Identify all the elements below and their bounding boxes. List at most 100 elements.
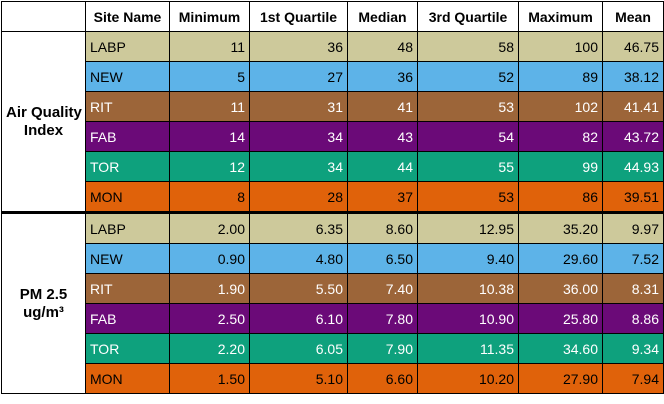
mean-cell: 8.31 <box>602 273 664 304</box>
table-row: NEW 5 27 36 52 89 38.12 <box>2 61 664 92</box>
site-name-cell: LABP <box>85 31 170 62</box>
minimum-cell: 1.50 <box>169 363 250 394</box>
table-row: MON 1.50 5.10 6.60 10.20 27.90 7.94 <box>2 363 664 394</box>
minimum-cell: 8 <box>169 181 250 213</box>
site-name-cell: RIT <box>85 273 170 304</box>
maximum-cell: 27.90 <box>518 363 603 394</box>
q3-cell: 10.90 <box>417 303 519 334</box>
mean-cell: 46.75 <box>602 31 664 62</box>
maximum-cell: 34.60 <box>518 333 603 364</box>
table-row: FAB 2.50 6.10 7.80 10.90 25.80 8.86 <box>2 303 664 334</box>
mean-cell: 8.86 <box>602 303 664 334</box>
mean-cell: 38.12 <box>602 61 664 92</box>
q3-cell: 55 <box>417 151 519 182</box>
median-cell: 43 <box>347 121 418 152</box>
mean-cell: 43.72 <box>602 121 664 152</box>
group-label-line: PM 2.5 <box>19 285 68 303</box>
median-cell: 7.90 <box>347 333 418 364</box>
q1-cell: 36 <box>249 31 348 62</box>
q1-cell: 31 <box>249 91 348 122</box>
median-cell: 7.80 <box>347 303 418 334</box>
maximum-cell: 25.80 <box>518 303 603 334</box>
q1-cell: 6.05 <box>249 333 348 364</box>
median-cell: 8.60 <box>347 211 418 244</box>
maximum-cell: 86 <box>518 181 603 213</box>
median-cell: 6.50 <box>347 243 418 274</box>
statistics-table: Site Name Minimum 1st Quartile Median 3r… <box>1 1 664 394</box>
q3-cell: 54 <box>417 121 519 152</box>
minimum-cell: 1.90 <box>169 273 250 304</box>
group-label-line: Index <box>23 121 64 139</box>
maximum-cell: 82 <box>518 121 603 152</box>
maximum-cell: 35.20 <box>518 211 603 244</box>
site-name-cell: FAB <box>85 303 170 334</box>
table-row: NEW 0.90 4.80 6.50 9.40 29.60 7.52 <box>2 243 664 274</box>
header-row: Site Name Minimum 1st Quartile Median 3r… <box>1 1 664 32</box>
minimum-cell: 5 <box>169 61 250 92</box>
table-row: FAB 14 34 43 54 82 43.72 <box>2 121 664 152</box>
header-1st-quartile: 1st Quartile <box>249 1 348 32</box>
q1-cell: 5.50 <box>249 273 348 304</box>
q1-cell: 27 <box>249 61 348 92</box>
minimum-cell: 2.20 <box>169 333 250 364</box>
maximum-cell: 29.60 <box>518 243 603 274</box>
q3-cell: 9.40 <box>417 243 519 274</box>
median-cell: 37 <box>347 181 418 213</box>
table-row: RIT 1.90 5.50 7.40 10.38 36.00 8.31 <box>2 273 664 304</box>
group-label: PM 2.5 ug/m³ <box>1 211 86 394</box>
minimum-cell: 2.00 <box>169 211 250 244</box>
q3-cell: 52 <box>417 61 519 92</box>
median-cell: 6.60 <box>347 363 418 394</box>
header-median: Median <box>347 1 418 32</box>
table-row: PM 2.5 ug/m³ LABP 2.00 6.35 8.60 12.95 35.20 9.9… <box>1 211 664 394</box>
minimum-cell: 12 <box>169 151 250 182</box>
header-mean: Mean <box>602 1 664 32</box>
q1-cell: 6.10 <box>249 303 348 334</box>
median-cell: 36 <box>347 61 418 92</box>
header-3rd-quartile: 3rd Quartile <box>417 1 519 32</box>
mean-cell: 9.34 <box>602 333 664 364</box>
q1-cell: 34 <box>249 151 348 182</box>
minimum-cell: 0.90 <box>169 243 250 274</box>
q3-cell: 53 <box>417 181 519 213</box>
q1-cell: 34 <box>249 121 348 152</box>
mean-cell: 7.52 <box>602 243 664 274</box>
median-cell: 44 <box>347 151 418 182</box>
maximum-cell: 99 <box>518 151 603 182</box>
q1-cell: 6.35 <box>249 211 348 244</box>
header-maximum: Maximum <box>518 1 603 32</box>
q1-cell: 5.10 <box>249 363 348 394</box>
site-name-cell: TOR <box>85 333 170 364</box>
minimum-cell: 11 <box>169 91 250 122</box>
maximum-cell: 89 <box>518 61 603 92</box>
q1-cell: 4.80 <box>249 243 348 274</box>
q3-cell: 10.20 <box>417 363 519 394</box>
site-name-cell: NEW <box>85 61 170 92</box>
table-body: Air Quality Index LABP 11 36 48 58 100 46.75 NEW 5… <box>1 31 664 394</box>
site-name-cell: FAB <box>85 121 170 152</box>
q3-cell: 10.38 <box>417 273 519 304</box>
group-label: Air Quality Index <box>1 31 86 213</box>
group-label-line: ug/m³ <box>23 303 64 321</box>
maximum-cell: 36.00 <box>518 273 603 304</box>
mean-cell: 39.51 <box>602 181 664 213</box>
maximum-cell: 100 <box>518 31 603 62</box>
q3-cell: 11.35 <box>417 333 519 364</box>
q1-cell: 28 <box>249 181 348 213</box>
table-row: TOR 12 34 44 55 99 44.93 <box>2 151 664 182</box>
minimum-cell: 14 <box>169 121 250 152</box>
q3-cell: 12.95 <box>417 211 519 244</box>
site-name-cell: TOR <box>85 151 170 182</box>
mean-cell: 9.97 <box>602 211 664 244</box>
q3-cell: 53 <box>417 91 519 122</box>
site-name-cell: MON <box>85 363 170 394</box>
minimum-cell: 11 <box>169 31 250 62</box>
table-row: MON 8 28 37 53 86 39.51 <box>2 181 664 213</box>
site-name-cell: RIT <box>85 91 170 122</box>
mean-cell: 44.93 <box>602 151 664 182</box>
median-cell: 48 <box>347 31 418 62</box>
maximum-cell: 102 <box>518 91 603 122</box>
q3-cell: 58 <box>417 31 519 62</box>
header-minimum: Minimum <box>169 1 250 32</box>
mean-cell: 41.41 <box>602 91 664 122</box>
